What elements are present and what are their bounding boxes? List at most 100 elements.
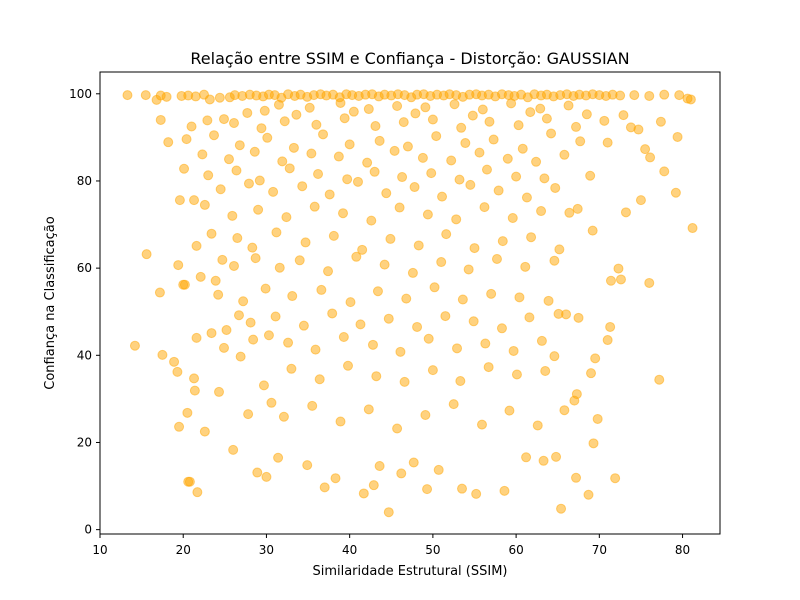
- scatter-point-77: [685, 94, 696, 105]
- scatter-point-343: [358, 488, 369, 499]
- scatter-point-114: [599, 115, 610, 126]
- scatter-point-353: [499, 485, 510, 496]
- scatter-point-225: [210, 275, 221, 286]
- scatter-point-83: [420, 102, 431, 113]
- x-tick-label: 40: [342, 543, 357, 557]
- scatter-point-274: [191, 332, 202, 343]
- scatter-point-160: [369, 166, 380, 177]
- scatter-point-223: [179, 279, 190, 290]
- scatter-point-165: [511, 171, 522, 182]
- scatter-point-198: [479, 202, 490, 213]
- scatter-point-245: [238, 296, 249, 307]
- scatter-point-161: [397, 172, 408, 183]
- scatter-point-325: [420, 410, 431, 421]
- scatter-point-84: [449, 99, 460, 110]
- scatter-point-196: [422, 209, 433, 220]
- scatter-point-344: [368, 480, 379, 491]
- scatter-point-140: [223, 154, 234, 165]
- scatter-point-284: [423, 333, 434, 344]
- scatter-point-247: [287, 291, 298, 302]
- scatter-point-298: [214, 386, 225, 397]
- scatter-point-237: [520, 261, 531, 272]
- scatter-point-236: [491, 253, 502, 264]
- scatter-point-153: [179, 163, 190, 174]
- scatter-point-182: [521, 192, 532, 203]
- scatter-point-278: [263, 330, 274, 341]
- scatter-point-269: [524, 312, 535, 323]
- scatter-point-118: [640, 144, 651, 155]
- scatter-point-248: [316, 284, 327, 295]
- scatter-point-93: [467, 110, 478, 121]
- scatter-point-354: [521, 452, 532, 463]
- scatter-point-75: [674, 90, 685, 101]
- scatter-point-263: [355, 319, 366, 330]
- scatter-point-143: [306, 148, 317, 159]
- scatter-point-297: [189, 385, 200, 396]
- scatter-point-305: [399, 376, 410, 387]
- scatter-point-239: [605, 275, 616, 286]
- scatter-point-319: [266, 397, 277, 408]
- scatter-point-184: [620, 207, 631, 218]
- scatter-point-254: [486, 288, 497, 299]
- scatter-point-217: [497, 236, 508, 247]
- scatter-point-137: [575, 136, 586, 147]
- scatter-point-124: [209, 130, 220, 141]
- scatter-point-119: [645, 152, 656, 163]
- plot-frame: [99, 71, 721, 535]
- scatter-point-146: [389, 145, 400, 156]
- x-tick-label: 80: [675, 543, 690, 557]
- scatter-point-150: [502, 153, 513, 164]
- scatter-point-154: [203, 170, 214, 181]
- scatter-point-304: [371, 371, 382, 382]
- scatter-point-121: [672, 131, 683, 142]
- scatter-point-170: [189, 195, 200, 206]
- scatter-point-258: [233, 310, 244, 321]
- scatter-point-340: [302, 460, 313, 471]
- scatter-point-231: [351, 251, 362, 262]
- scatter-point-102: [256, 123, 267, 134]
- scatter-point-120: [655, 116, 666, 127]
- scatter-point-251: [401, 293, 412, 304]
- scatter-point-90: [291, 109, 302, 120]
- scatter-point-233: [407, 267, 418, 278]
- scatter-point-341: [319, 482, 330, 493]
- scatter-point-162: [426, 168, 437, 179]
- scatter-point-345: [374, 461, 385, 472]
- scatter-point-104: [311, 119, 322, 130]
- scatter-point-122: [163, 137, 174, 148]
- scatter-point-155: [231, 165, 242, 176]
- scatter-point-148: [446, 155, 457, 166]
- scatter-point-352: [471, 488, 482, 499]
- scatter-point-92: [410, 108, 421, 119]
- scatter-point-357: [556, 503, 567, 514]
- scatter-point-193: [338, 208, 349, 219]
- scatter-point-252: [429, 282, 440, 293]
- scatter-point-286: [480, 338, 491, 349]
- scatter-point-232: [379, 259, 390, 270]
- scatter-point-235: [463, 264, 474, 275]
- scatter-point-133: [460, 138, 471, 149]
- scatter-point-91: [348, 106, 359, 117]
- scatter-point-204: [191, 240, 202, 251]
- scatter-point-249: [345, 297, 356, 308]
- scatter-point-174: [297, 181, 308, 192]
- scatter-point-351: [457, 483, 468, 494]
- scatter-point-342: [330, 473, 341, 484]
- scatter-point-295: [172, 366, 183, 377]
- scatter-point-306: [427, 365, 438, 376]
- scatter-point-105: [339, 113, 350, 124]
- scatter-point-1: [140, 90, 151, 101]
- scatter-point-168: [659, 166, 670, 177]
- scatter-point-173: [268, 186, 279, 197]
- scatter-point-349: [422, 484, 433, 495]
- scatter-point-327: [476, 419, 487, 430]
- scatter-point-301: [286, 363, 297, 374]
- scatter-point-99: [186, 121, 197, 132]
- scatter-point-273: [605, 321, 616, 332]
- scatter-point-117: [633, 124, 644, 135]
- scatter-point-317: [228, 444, 239, 455]
- scatter-point-338: [261, 471, 272, 482]
- scatter-point-189: [227, 210, 238, 221]
- scatter-point-180: [465, 179, 476, 190]
- points-layer: [122, 89, 698, 518]
